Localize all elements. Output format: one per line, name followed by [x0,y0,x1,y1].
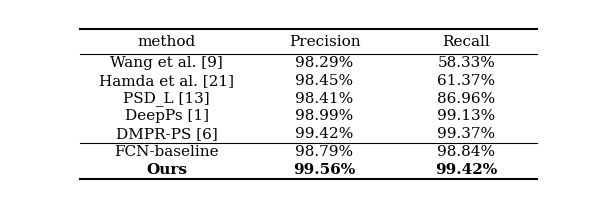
Text: 99.37%: 99.37% [437,127,495,141]
Text: 61.37%: 61.37% [437,74,495,88]
Text: PSD_L [13]: PSD_L [13] [123,91,210,106]
Text: Hamda et al. [21]: Hamda et al. [21] [99,74,234,88]
Text: Recall: Recall [442,35,490,49]
Text: Wang et al. [9]: Wang et al. [9] [110,56,223,70]
Text: DeepPs [1]: DeepPs [1] [125,109,209,123]
Text: DMPR-PS [6]: DMPR-PS [6] [116,127,218,141]
Text: 98.41%: 98.41% [296,91,353,105]
Text: Ours: Ours [146,163,187,177]
Text: method: method [138,35,196,49]
Text: 98.99%: 98.99% [296,109,353,123]
Text: 58.33%: 58.33% [437,56,495,70]
Text: 98.29%: 98.29% [296,56,353,70]
Text: 99.42%: 99.42% [435,163,497,177]
Text: 98.79%: 98.79% [296,145,353,159]
Text: FCN-baseline: FCN-baseline [114,145,219,159]
Text: 86.96%: 86.96% [437,91,495,105]
Text: 98.84%: 98.84% [437,145,495,159]
Text: Precision: Precision [289,35,361,49]
Text: 98.45%: 98.45% [296,74,353,88]
Text: 99.56%: 99.56% [293,163,356,177]
Text: 99.13%: 99.13% [437,109,495,123]
Text: 99.42%: 99.42% [296,127,354,141]
